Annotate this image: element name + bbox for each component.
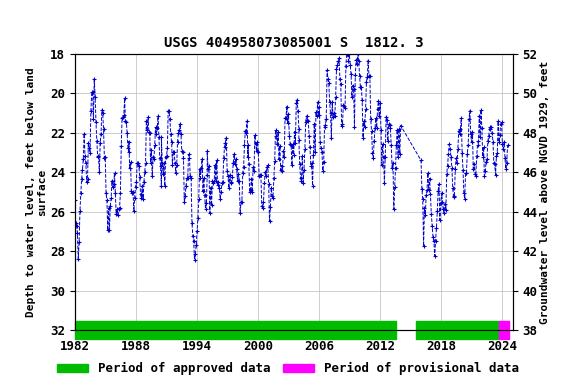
Title: USGS 404958073085001 S  1812. 3: USGS 404958073085001 S 1812. 3 bbox=[164, 36, 423, 50]
Y-axis label: Groundwater level above NGVD 1929, feet: Groundwater level above NGVD 1929, feet bbox=[540, 60, 550, 324]
Legend: Period of approved data, Period of provisional data: Period of approved data, Period of provi… bbox=[54, 360, 522, 378]
Y-axis label: Depth to water level, feet below land
surface: Depth to water level, feet below land su… bbox=[26, 67, 47, 317]
